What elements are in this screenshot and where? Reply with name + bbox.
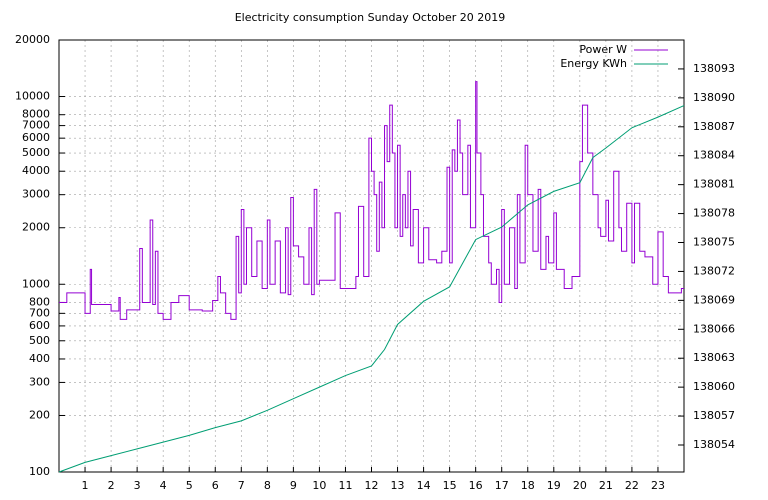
x-tick-label: 7 — [238, 479, 245, 492]
y-tick-label: 600 — [29, 319, 50, 332]
y-tick-label: 4000 — [22, 164, 50, 177]
y2-tick-label: 138066 — [693, 322, 735, 335]
x-tick-label: 17 — [495, 479, 509, 492]
x-tick-label: 19 — [547, 479, 561, 492]
y-tick-label: 800 — [29, 295, 50, 308]
chart-title: Electricity consumption Sunday October 2… — [235, 11, 506, 24]
y-tick-label: 8000 — [22, 108, 50, 121]
x-tick-label: 10 — [312, 479, 326, 492]
y-tick-label: 3000 — [22, 188, 50, 201]
series-line — [59, 81, 684, 320]
x-tick-label: 4 — [160, 479, 167, 492]
y-tick-label: 10000 — [15, 90, 50, 103]
x-tick-label: 8 — [264, 479, 271, 492]
x-tick-label: 14 — [417, 479, 431, 492]
x-tick-label: 2 — [108, 479, 115, 492]
y-tick-label: 1000 — [22, 277, 50, 290]
y-tick-label: 400 — [29, 352, 50, 365]
y-tick-label: 5000 — [22, 146, 50, 159]
y2-tick-label: 138060 — [693, 380, 735, 393]
y2-tick-label: 138069 — [693, 293, 735, 306]
y2-tick-label: 138057 — [693, 409, 735, 422]
x-tick-label: 15 — [443, 479, 457, 492]
x-tick-label: 13 — [391, 479, 405, 492]
x-tick-label: 23 — [651, 479, 665, 492]
x-tick-label: 12 — [365, 479, 379, 492]
y-tick-label: 500 — [29, 334, 50, 347]
y-tick-label: 300 — [29, 375, 50, 388]
x-tick-label: 21 — [599, 479, 613, 492]
x-tick-label: 22 — [625, 479, 639, 492]
x-tick-label: 11 — [338, 479, 352, 492]
x-tick-label: 1 — [82, 479, 89, 492]
y2-tick-label: 138072 — [693, 264, 735, 277]
legend-label: Energy KWh — [560, 57, 627, 70]
y2-tick-label: 138087 — [693, 120, 735, 133]
y-tick-label: 20000 — [15, 33, 50, 46]
y2-tick-label: 138075 — [693, 236, 735, 249]
y2-tick-label: 138078 — [693, 207, 735, 220]
x-tick-label: 18 — [521, 479, 535, 492]
y-tick-label: 100 — [29, 465, 50, 478]
y-tick-label: 6000 — [22, 131, 50, 144]
x-tick-label: 6 — [212, 479, 219, 492]
y-tick-label: 7000 — [22, 119, 50, 132]
x-tick-label: 5 — [186, 479, 193, 492]
x-tick-label: 20 — [573, 479, 587, 492]
y2-tick-label: 138063 — [693, 351, 735, 364]
y2-tick-label: 138084 — [693, 149, 735, 162]
y-tick-label: 700 — [29, 306, 50, 319]
y-tick-label: 2000 — [22, 221, 50, 234]
legend-label: Power W — [579, 43, 627, 56]
y2-tick-label: 138081 — [693, 178, 735, 191]
x-tick-label: 9 — [290, 479, 297, 492]
y2-tick-label: 138090 — [693, 91, 735, 104]
y-tick-label: 200 — [29, 408, 50, 421]
y2-tick-label: 138054 — [693, 438, 735, 451]
x-tick-label: 3 — [134, 479, 141, 492]
y2-tick-label: 138093 — [693, 62, 735, 75]
plot-frame — [58, 39, 685, 473]
series-line — [58, 105, 685, 473]
x-tick-label: 16 — [469, 479, 483, 492]
